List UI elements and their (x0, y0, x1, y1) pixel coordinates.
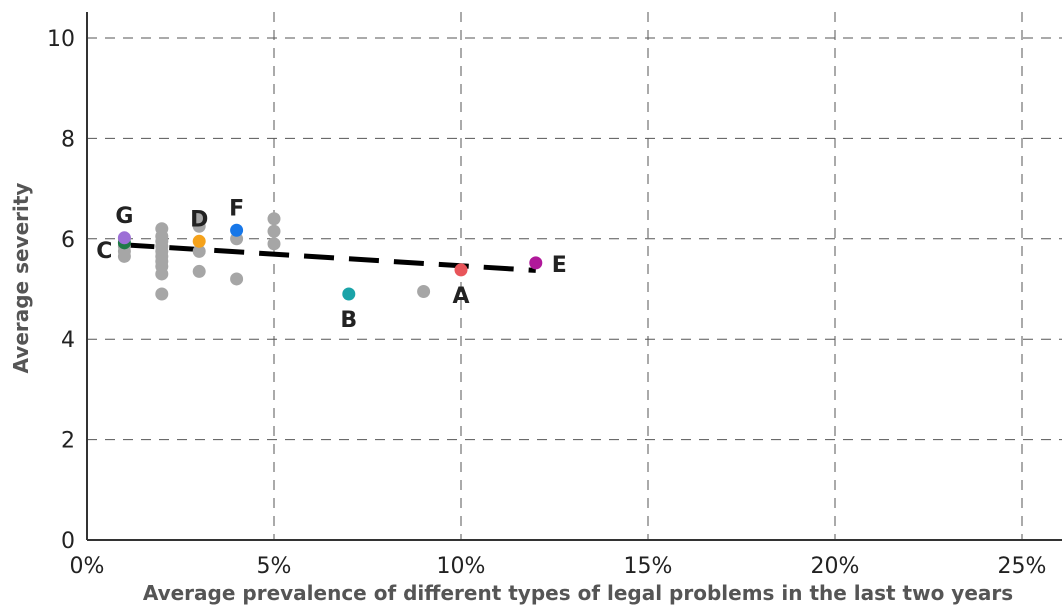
axes (86, 12, 1062, 541)
highlight-point-b (342, 287, 356, 301)
y-tick-label: 0 (61, 529, 75, 554)
data-point (155, 222, 169, 236)
data-point (155, 287, 169, 301)
highlight-point-g (117, 231, 131, 245)
trend-line-group (124, 242, 536, 273)
point-label-e: E (552, 253, 567, 278)
highlight-point-d (192, 234, 206, 248)
x-tick-label: 20% (811, 554, 860, 579)
x-tick-label: 10% (437, 554, 486, 579)
y-tick-label: 8 (61, 127, 75, 152)
data-point (192, 264, 206, 278)
tick-labels: 0 2 4 6 8 10 0% 5% 10% 15% 20% 25% (47, 27, 1046, 579)
data-point (192, 212, 206, 226)
highlight-point-e (529, 256, 543, 270)
data-point (417, 285, 431, 299)
y-tick-label: 2 (61, 429, 75, 454)
highlight-point-f (230, 223, 244, 237)
data-point (230, 272, 244, 286)
data-point (192, 244, 206, 258)
x-tick-label: 25% (998, 554, 1047, 579)
x-axis-title: Average prevalence of different types of… (143, 581, 1013, 605)
point-labels: A B C D E F G (96, 196, 567, 333)
point-label-d: D (190, 207, 208, 232)
x-tick-label: 15% (624, 554, 673, 579)
grid-lines (87, 12, 1062, 540)
y-tick-label: 10 (47, 27, 75, 52)
data-point (267, 224, 281, 238)
point-label-b: B (340, 308, 357, 333)
y-axis-title: Average severity (9, 183, 33, 374)
point-label-g: G (115, 204, 133, 229)
data-points (117, 212, 543, 301)
x-tick-label: 5% (257, 554, 292, 579)
point-label-a: A (452, 284, 469, 309)
highlight-point-a (454, 263, 468, 277)
point-label-c: C (96, 239, 112, 264)
y-tick-label: 4 (61, 328, 75, 353)
data-point (267, 212, 281, 226)
trend-line (124, 242, 536, 273)
x-tick-label: 0% (70, 554, 105, 579)
data-point (267, 237, 281, 251)
point-label-f: F (229, 196, 244, 221)
y-tick-label: 6 (61, 228, 75, 253)
